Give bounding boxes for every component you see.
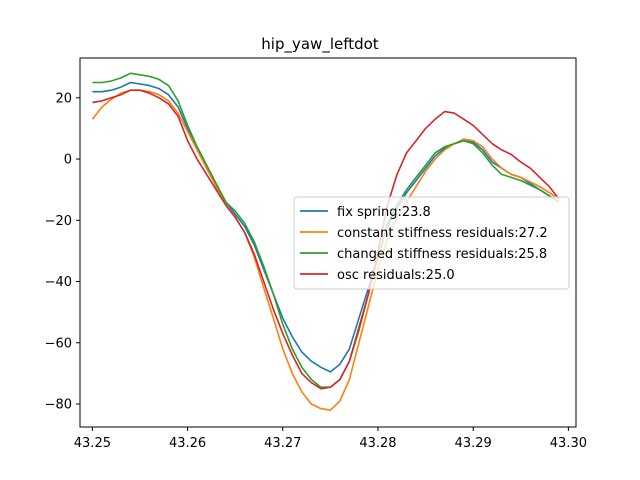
legend-label-1: fix spring:23.8 — [337, 205, 431, 220]
series-line-2 — [91, 89, 560, 411]
legend-label-3: changed stiffness residuals:25.8 — [337, 247, 547, 262]
y-tick-label: −40 — [45, 275, 72, 290]
plot-frame — [79, 57, 577, 428]
plot-lines — [91, 72, 560, 411]
series-line-4 — [92, 89, 560, 390]
legend-label-4: osc residuals:25.0 — [337, 268, 455, 283]
series-line-1 — [92, 81, 560, 373]
y-tick-label: −80 — [45, 398, 72, 413]
chart-title: hip_yaw_leftdot — [261, 35, 379, 54]
y-tick-label: 0 — [64, 153, 72, 168]
x-tick-label: 43.27 — [264, 436, 301, 451]
legend: fix spring:23.8 constant stiffness residu… — [293, 196, 570, 290]
x-tick-label: 43.25 — [74, 436, 111, 451]
x-tick-label: 43.26 — [169, 436, 206, 451]
legend-box — [293, 196, 570, 290]
x-tick-label: 43.28 — [359, 436, 396, 451]
y-axis: −80 −60 −40 −20 0 20 — [45, 91, 80, 413]
y-tick-label: −20 — [45, 214, 72, 229]
x-axis: 43.25 43.26 43.27 43.28 43.29 43.30 — [74, 427, 587, 451]
x-tick-label: 43.29 — [455, 436, 492, 451]
y-tick-label: −60 — [45, 336, 72, 351]
y-tick-label: 20 — [55, 91, 72, 106]
legend-label-2: constant stiffness residuals:27.2 — [337, 226, 548, 241]
x-tick-label: 43.30 — [550, 436, 587, 451]
